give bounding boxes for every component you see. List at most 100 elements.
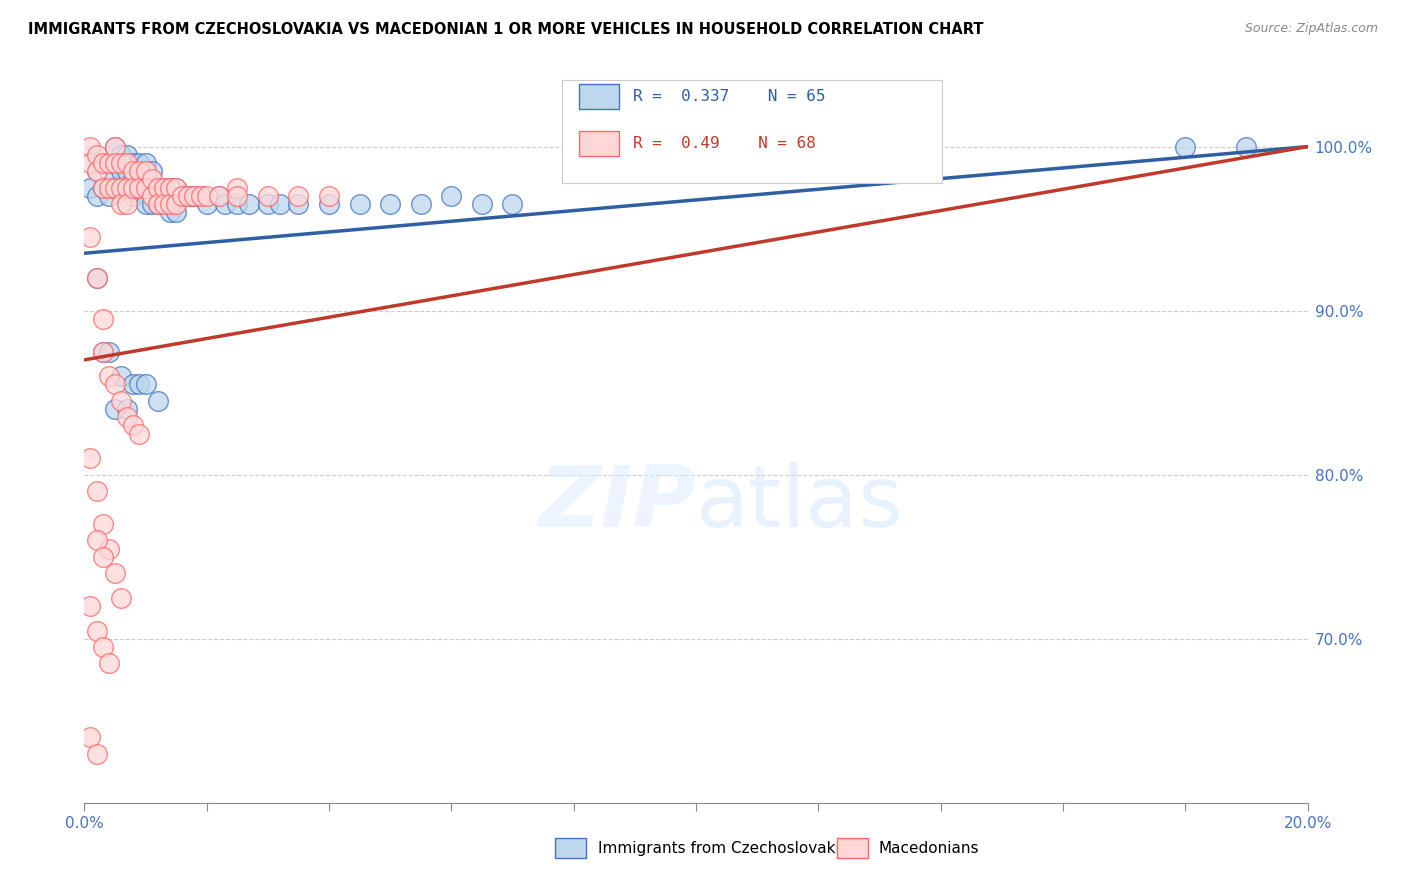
Point <box>128 156 150 170</box>
Point <box>115 164 138 178</box>
Point <box>91 640 114 654</box>
Point <box>122 156 145 170</box>
Point <box>79 230 101 244</box>
Point <box>128 180 150 194</box>
Point <box>165 205 187 219</box>
Point <box>91 549 114 564</box>
Point <box>226 180 249 194</box>
Point <box>115 197 138 211</box>
Point <box>97 164 120 178</box>
Point <box>122 164 145 178</box>
Point <box>190 189 212 203</box>
Point <box>257 197 280 211</box>
Point <box>104 139 127 153</box>
Point <box>86 747 108 761</box>
Point <box>195 189 218 203</box>
Point <box>110 197 132 211</box>
Point <box>214 197 236 211</box>
Point <box>153 180 176 194</box>
Point <box>115 402 138 417</box>
Point <box>110 180 132 194</box>
Point <box>91 344 114 359</box>
Point <box>115 148 138 162</box>
Point <box>79 156 101 170</box>
Point <box>97 344 120 359</box>
Point <box>135 377 157 392</box>
Point <box>1236 139 1258 153</box>
Point <box>122 180 145 194</box>
Point <box>97 156 120 170</box>
Point <box>287 189 309 203</box>
Point <box>349 197 371 211</box>
Point <box>86 164 108 178</box>
Point <box>172 189 194 203</box>
Point <box>86 533 108 548</box>
Point <box>86 270 108 285</box>
Point <box>269 197 291 211</box>
Text: Source: ZipAtlas.com: Source: ZipAtlas.com <box>1244 22 1378 36</box>
Point <box>409 197 432 211</box>
Point <box>226 189 249 203</box>
Point <box>104 377 127 392</box>
Point <box>104 566 127 581</box>
Point <box>195 197 218 211</box>
Point <box>159 205 181 219</box>
Point <box>135 197 157 211</box>
Point <box>79 451 101 466</box>
Point <box>190 189 212 203</box>
Point <box>97 180 120 194</box>
Point <box>135 164 157 178</box>
Point <box>183 189 205 203</box>
Point <box>159 180 181 194</box>
Point <box>128 164 150 178</box>
Point <box>135 180 157 194</box>
Point <box>91 180 114 194</box>
Point <box>135 156 157 170</box>
Point <box>79 599 101 613</box>
Point <box>97 189 120 203</box>
Point <box>208 189 231 203</box>
Point <box>153 180 176 194</box>
Point <box>91 516 114 531</box>
Point <box>153 197 176 211</box>
Point <box>159 180 181 194</box>
Text: R =  0.337    N = 65: R = 0.337 N = 65 <box>633 89 825 103</box>
Point <box>141 172 163 186</box>
Point <box>122 418 145 433</box>
Text: Macedonians: Macedonians <box>879 841 979 855</box>
Point <box>146 197 169 211</box>
Point <box>110 180 132 194</box>
Point <box>91 156 114 170</box>
Point <box>110 148 132 162</box>
Point <box>153 197 176 211</box>
Point <box>79 180 101 194</box>
Point <box>122 377 145 392</box>
Point <box>502 197 524 211</box>
Point <box>79 139 101 153</box>
Point <box>287 197 309 211</box>
Point <box>165 180 187 194</box>
Point <box>146 197 169 211</box>
Point <box>115 180 138 194</box>
Point <box>226 197 249 211</box>
Point <box>110 164 132 178</box>
Point <box>146 180 169 194</box>
Point <box>146 180 169 194</box>
Point <box>146 393 169 408</box>
Point <box>177 189 200 203</box>
Point <box>86 624 108 638</box>
Point <box>86 164 108 178</box>
Point <box>172 189 194 203</box>
Point <box>91 180 114 194</box>
Text: atlas: atlas <box>696 461 904 545</box>
Point <box>97 657 120 671</box>
Point <box>128 426 150 441</box>
Point <box>135 180 157 194</box>
Text: Immigrants from Czechoslovakia: Immigrants from Czechoslovakia <box>598 841 849 855</box>
Point <box>183 189 205 203</box>
Point <box>104 156 127 170</box>
Point <box>177 189 200 203</box>
Point <box>165 180 187 194</box>
Point <box>79 730 101 744</box>
Point <box>86 189 108 203</box>
